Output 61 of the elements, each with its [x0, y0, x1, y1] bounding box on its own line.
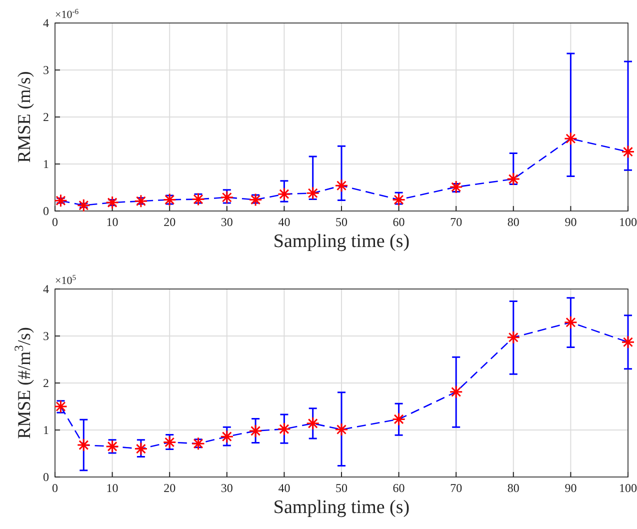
y-axis-title: RMSE (m/s): [14, 71, 34, 163]
point: [76, 438, 90, 452]
y-tick-label: 3: [43, 63, 49, 77]
point: [506, 172, 520, 186]
point: [134, 194, 148, 208]
point: [54, 194, 68, 208]
point: [449, 385, 463, 399]
x-tick-label: 80: [507, 481, 520, 495]
point: [248, 192, 262, 206]
point: [277, 422, 291, 436]
y-tick-label: 4: [43, 16, 49, 30]
point: [564, 132, 578, 146]
x-tick-label: 60: [392, 481, 405, 495]
point: [506, 330, 520, 344]
y-tick-label: 2: [43, 110, 49, 124]
point: [220, 430, 234, 444]
x-tick-label: 90: [564, 215, 577, 229]
x-tick-label: 80: [507, 215, 520, 229]
x-tick-label: 70: [450, 215, 462, 229]
point: [621, 335, 635, 349]
point: [76, 198, 90, 212]
point: [334, 178, 348, 192]
x-tick-label: 20: [164, 481, 176, 495]
x-tick-label: 0: [52, 215, 58, 229]
point: [306, 186, 320, 200]
point: [306, 416, 320, 430]
x-tick-label: 90: [564, 481, 577, 495]
x-tick-label: 0: [52, 481, 58, 495]
point: [449, 180, 463, 194]
y-tick-label: 0: [43, 204, 49, 218]
y-tick-label: 2: [43, 376, 49, 390]
x-tick-label: 100: [619, 215, 637, 229]
point: [564, 316, 578, 330]
text: ×10$^{5}$: [55, 272, 76, 287]
y-tick-label: 3: [43, 329, 49, 343]
x-tick-label: 50: [336, 481, 348, 495]
point: [277, 187, 291, 201]
y-tick-label: 1: [43, 157, 49, 171]
x-tick-label: 30: [220, 481, 233, 495]
x-axis-title: Sampling time (s): [273, 231, 410, 252]
x-tick-label: 10: [106, 481, 118, 495]
x-tick-label: 20: [164, 215, 176, 229]
point: [106, 196, 120, 210]
y-tick-label: 0: [43, 470, 49, 484]
x-tick-label: 60: [392, 215, 405, 229]
x-tick-label: 50: [336, 215, 348, 229]
point: [392, 412, 406, 426]
point: [334, 422, 348, 436]
x-tick-label: 10: [106, 215, 118, 229]
x-tick-label: 40: [278, 481, 290, 495]
x-tick-label: 30: [220, 215, 233, 229]
x-tick-label: 70: [450, 481, 462, 495]
point: [248, 424, 262, 438]
x-tick-label: 100: [619, 481, 637, 495]
y-tick-label: 1: [43, 423, 49, 437]
point: [134, 442, 148, 456]
point: [621, 145, 635, 159]
text: ×10$^{-6}$: [55, 6, 79, 21]
x-axis-title: Sampling time (s): [273, 497, 410, 518]
y-tick-label: 4: [43, 282, 49, 296]
x-tick-label: 40: [278, 215, 290, 229]
